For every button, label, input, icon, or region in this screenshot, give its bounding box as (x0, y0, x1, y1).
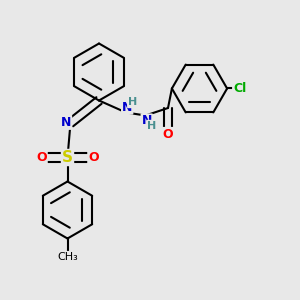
Text: Cl: Cl (233, 82, 246, 95)
Text: O: O (36, 151, 47, 164)
Text: H: H (128, 97, 137, 107)
Text: H: H (148, 121, 157, 131)
Text: N: N (122, 100, 132, 114)
Text: CH₃: CH₃ (57, 252, 78, 262)
Text: O: O (88, 151, 99, 164)
Text: N: N (61, 116, 71, 129)
Text: N: N (142, 114, 152, 128)
Text: O: O (163, 128, 173, 141)
Text: S: S (62, 150, 73, 165)
